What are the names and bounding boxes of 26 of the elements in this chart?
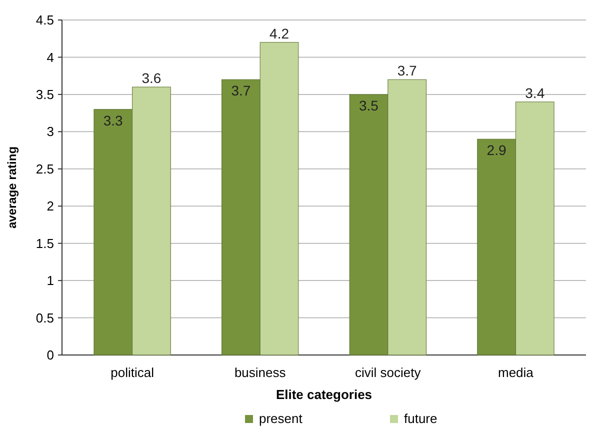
y-tick-label: 4.5 <box>36 12 54 28</box>
x-tick-label: media <box>498 365 534 380</box>
x-tick-label: business <box>234 365 286 380</box>
y-tick-label: 2.5 <box>36 161 54 176</box>
y-tick-label: 2 <box>46 198 54 214</box>
data-label: 3.4 <box>525 84 545 101</box>
data-label: 3.6 <box>142 70 162 86</box>
x-axis-title: Elite categories <box>276 387 372 402</box>
data-label: 2.9 <box>486 142 506 158</box>
y-tick-label: 4 <box>46 50 54 65</box>
y-tick-label: 3.5 <box>36 86 54 102</box>
data-label: 3.7 <box>231 82 251 99</box>
x-tick-label: civil society <box>355 365 422 380</box>
y-tick-label: 0 <box>46 348 54 363</box>
data-label: 3.5 <box>358 97 379 114</box>
y-tick-label: 3 <box>46 124 54 140</box>
y-axis-title: average rating <box>5 146 19 229</box>
data-label: 4.2 <box>270 25 290 42</box>
legend-label: future <box>404 411 438 426</box>
legend-label: present <box>259 411 303 426</box>
y-tick-label: 1.5 <box>36 236 54 251</box>
y-tick-label: 1 <box>46 273 54 288</box>
x-tick-label: political <box>110 365 154 380</box>
data-label: 3.7 <box>397 62 418 79</box>
y-tick-label: 0.5 <box>36 310 54 326</box>
data-label: 3.3 <box>103 112 124 128</box>
